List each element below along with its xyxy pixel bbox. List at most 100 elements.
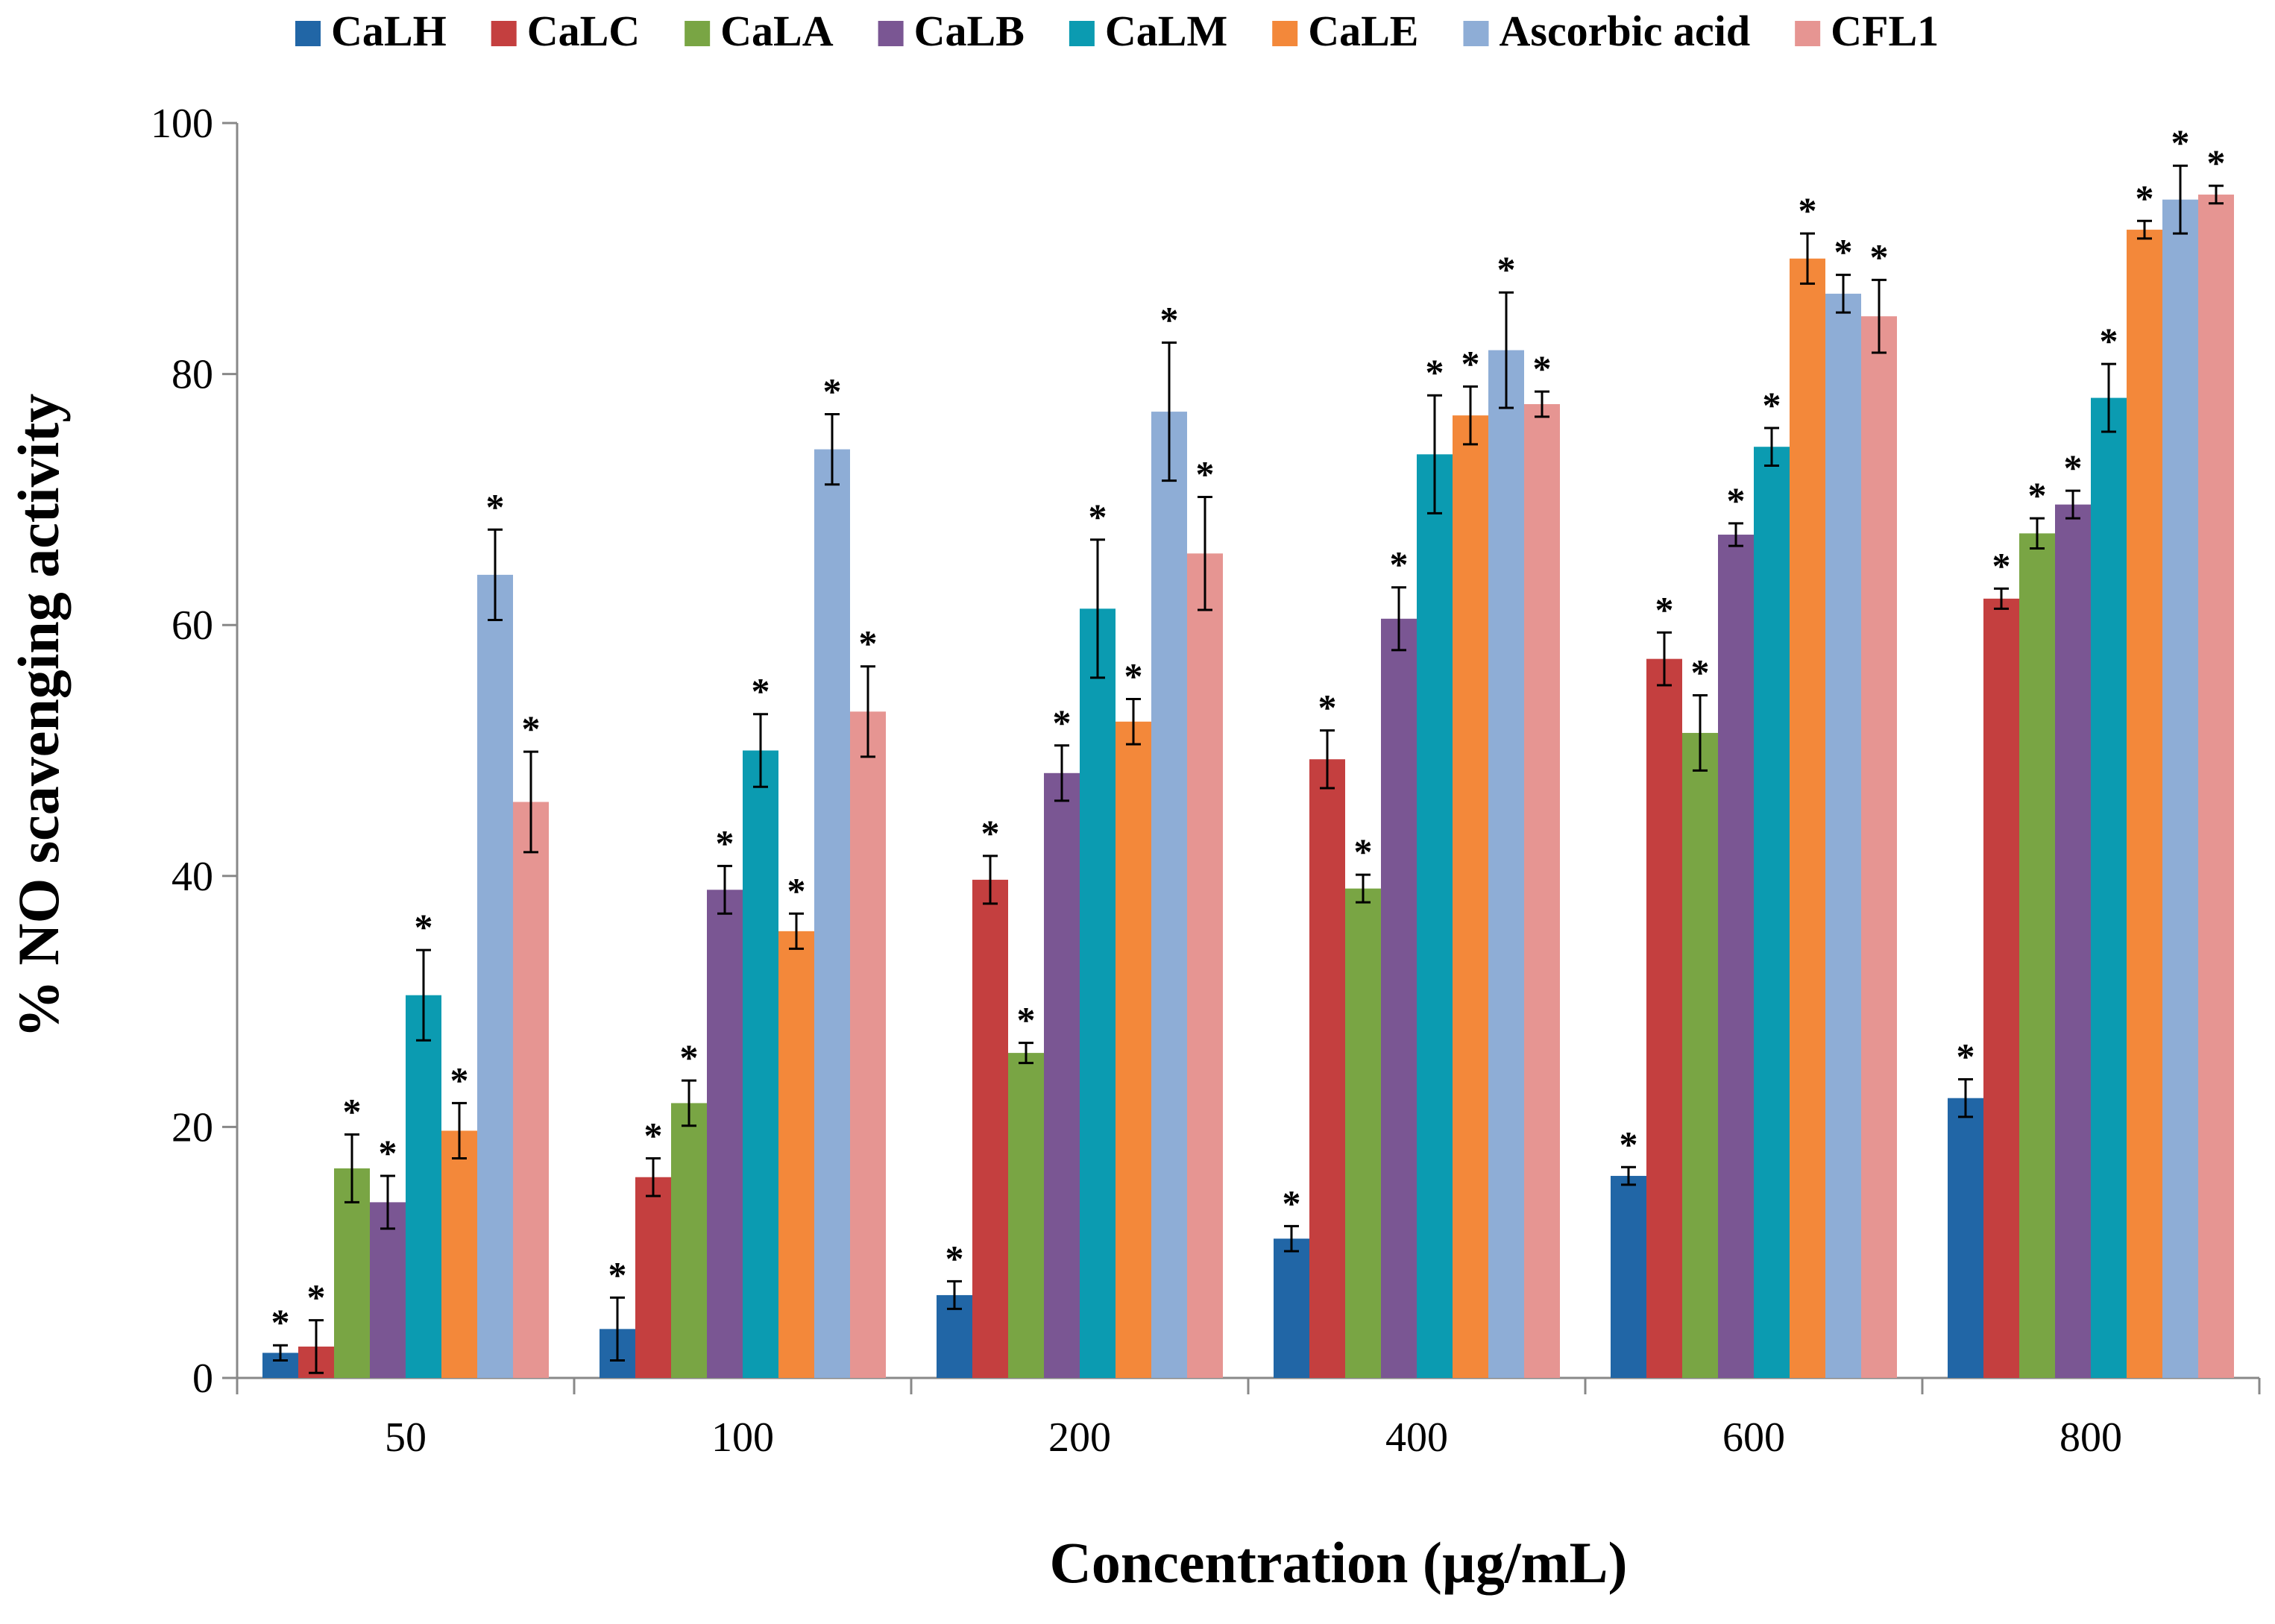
bar-ascorbic-acid-50 (477, 574, 513, 1378)
bar-calh-800 (1948, 1098, 1983, 1378)
legend-label: Ascorbic acid (1499, 7, 1750, 55)
bar-cale-600 (1790, 258, 1825, 1378)
significance-marker: * (2064, 447, 2083, 488)
legend-label: CaLH (331, 7, 447, 55)
x-tick-label: 200 (1048, 1414, 1111, 1461)
legend-swatch-calb (878, 21, 904, 46)
significance-marker: * (680, 1036, 699, 1078)
significance-marker: * (644, 1114, 663, 1156)
significance-marker: * (415, 906, 433, 948)
legend-label: CaLE (1308, 7, 1418, 55)
y-tick-label: 80 (172, 352, 213, 398)
significance-marker: * (787, 869, 806, 911)
bar-cale-400 (1453, 415, 1488, 1379)
bar-calm-600 (1754, 447, 1790, 1378)
legend-swatch-calh (295, 21, 321, 46)
legend-label: CaLM (1105, 7, 1227, 55)
significance-marker: * (1390, 544, 1409, 585)
bar-cala-600 (1682, 732, 1718, 1378)
bar-calm-800 (2091, 397, 2127, 1378)
bar-ascorbic-acid-800 (2162, 199, 2198, 1379)
bar-cale-100 (778, 931, 814, 1378)
legend-swatch-cala (685, 21, 711, 46)
bar-calb-800 (2055, 504, 2091, 1378)
significance-marker: * (716, 822, 734, 863)
significance-marker: * (1763, 384, 1781, 426)
bar-cala-800 (2019, 533, 2055, 1378)
significance-marker: * (1160, 299, 1179, 341)
significance-marker: * (1283, 1182, 1301, 1224)
bar-ascorbic-acid-400 (1488, 350, 1524, 1378)
legend-swatch-calm (1069, 21, 1095, 46)
x-tick-label: 600 (1722, 1414, 1785, 1461)
bar-cfl1-200 (1187, 553, 1223, 1378)
significance-marker: * (1620, 1123, 1638, 1165)
significance-marker: * (1426, 351, 1444, 393)
significance-marker: * (1053, 702, 1072, 743)
significance-marker: * (823, 370, 842, 412)
y-tick-label: 60 (172, 602, 213, 649)
significance-marker: * (2207, 142, 2226, 183)
significance-marker: * (379, 1132, 397, 1174)
bar-calc-200 (972, 879, 1008, 1378)
significance-marker: * (307, 1277, 326, 1318)
bar-cale-800 (2127, 230, 2162, 1379)
x-tick-label: 800 (2060, 1414, 2122, 1461)
significance-marker: * (608, 1253, 627, 1295)
bar-calm-200 (1080, 608, 1116, 1378)
legend: CaLH CaLC CaLA CaLB CaLM CaLE Ascorbic acid CFL… (295, 7, 1939, 55)
significance-marker: * (1691, 651, 1710, 693)
x-axis: 50 100 200 400 600 800 (236, 1376, 2261, 1461)
legend-swatch-cfl1 (1795, 21, 1821, 46)
legend-label: CFL1 (1831, 7, 1939, 55)
y-axis: 0 20 40 60 80 100 (151, 101, 239, 1402)
significance-marker: * (981, 812, 1000, 854)
y-tick-label: 40 (172, 854, 213, 900)
significance-marker: * (1870, 236, 1889, 277)
bar-calb-50 (370, 1202, 406, 1378)
bar-calh-600 (1611, 1176, 1646, 1378)
y-tick-label: 100 (151, 101, 213, 147)
legend-swatch-cale (1272, 21, 1298, 46)
legend-label: CaLC (527, 7, 640, 55)
x-tick-label: 50 (385, 1414, 427, 1461)
bar-calb-100 (707, 890, 743, 1378)
significance-marker: * (1196, 453, 1215, 495)
significance-marker: * (1318, 687, 1337, 728)
bar-cala-200 (1008, 1053, 1044, 1378)
significance-marker: * (1834, 231, 1853, 273)
significance-marker: * (1957, 1035, 1975, 1077)
bar-cfl1-100 (850, 711, 886, 1378)
significance-marker: * (486, 485, 505, 527)
bar-calc-100 (635, 1177, 671, 1378)
significance-marker: * (343, 1090, 362, 1132)
significance-marker: * (1461, 342, 1480, 384)
bar-calc-600 (1646, 658, 1682, 1378)
significance-marker: * (2100, 320, 2118, 362)
legend-label: CaLB (914, 7, 1025, 55)
bar-cale-200 (1116, 721, 1151, 1378)
bar-cfl1-800 (2198, 194, 2234, 1378)
y-axis-title: % NO scavenging activity (6, 394, 71, 1038)
bar-calb-600 (1718, 535, 1754, 1379)
significance-marker: * (1497, 248, 1516, 290)
y-tick-label: 20 (172, 1104, 213, 1151)
significance-marker: * (1017, 999, 1036, 1041)
significance-marker: * (945, 1237, 964, 1279)
x-tick-label: 100 (711, 1414, 774, 1461)
bar-calc-800 (1983, 598, 2019, 1379)
bar-cfl1-400 (1524, 403, 1560, 1379)
significance-marker: * (859, 623, 878, 664)
bar-cfl1-50 (513, 802, 549, 1378)
bar-cala-400 (1345, 888, 1381, 1378)
significance-marker: * (271, 1301, 290, 1343)
significance-marker: * (752, 670, 770, 712)
bar-cale-50 (441, 1130, 477, 1378)
significance-marker: * (1655, 588, 1674, 630)
bar-ascorbic-acid-200 (1151, 412, 1187, 1378)
bar-calb-400 (1381, 618, 1417, 1378)
bar-cala-100 (671, 1103, 707, 1378)
bar-calm-100 (743, 750, 778, 1378)
bar-ascorbic-acid-600 (1825, 293, 1861, 1379)
